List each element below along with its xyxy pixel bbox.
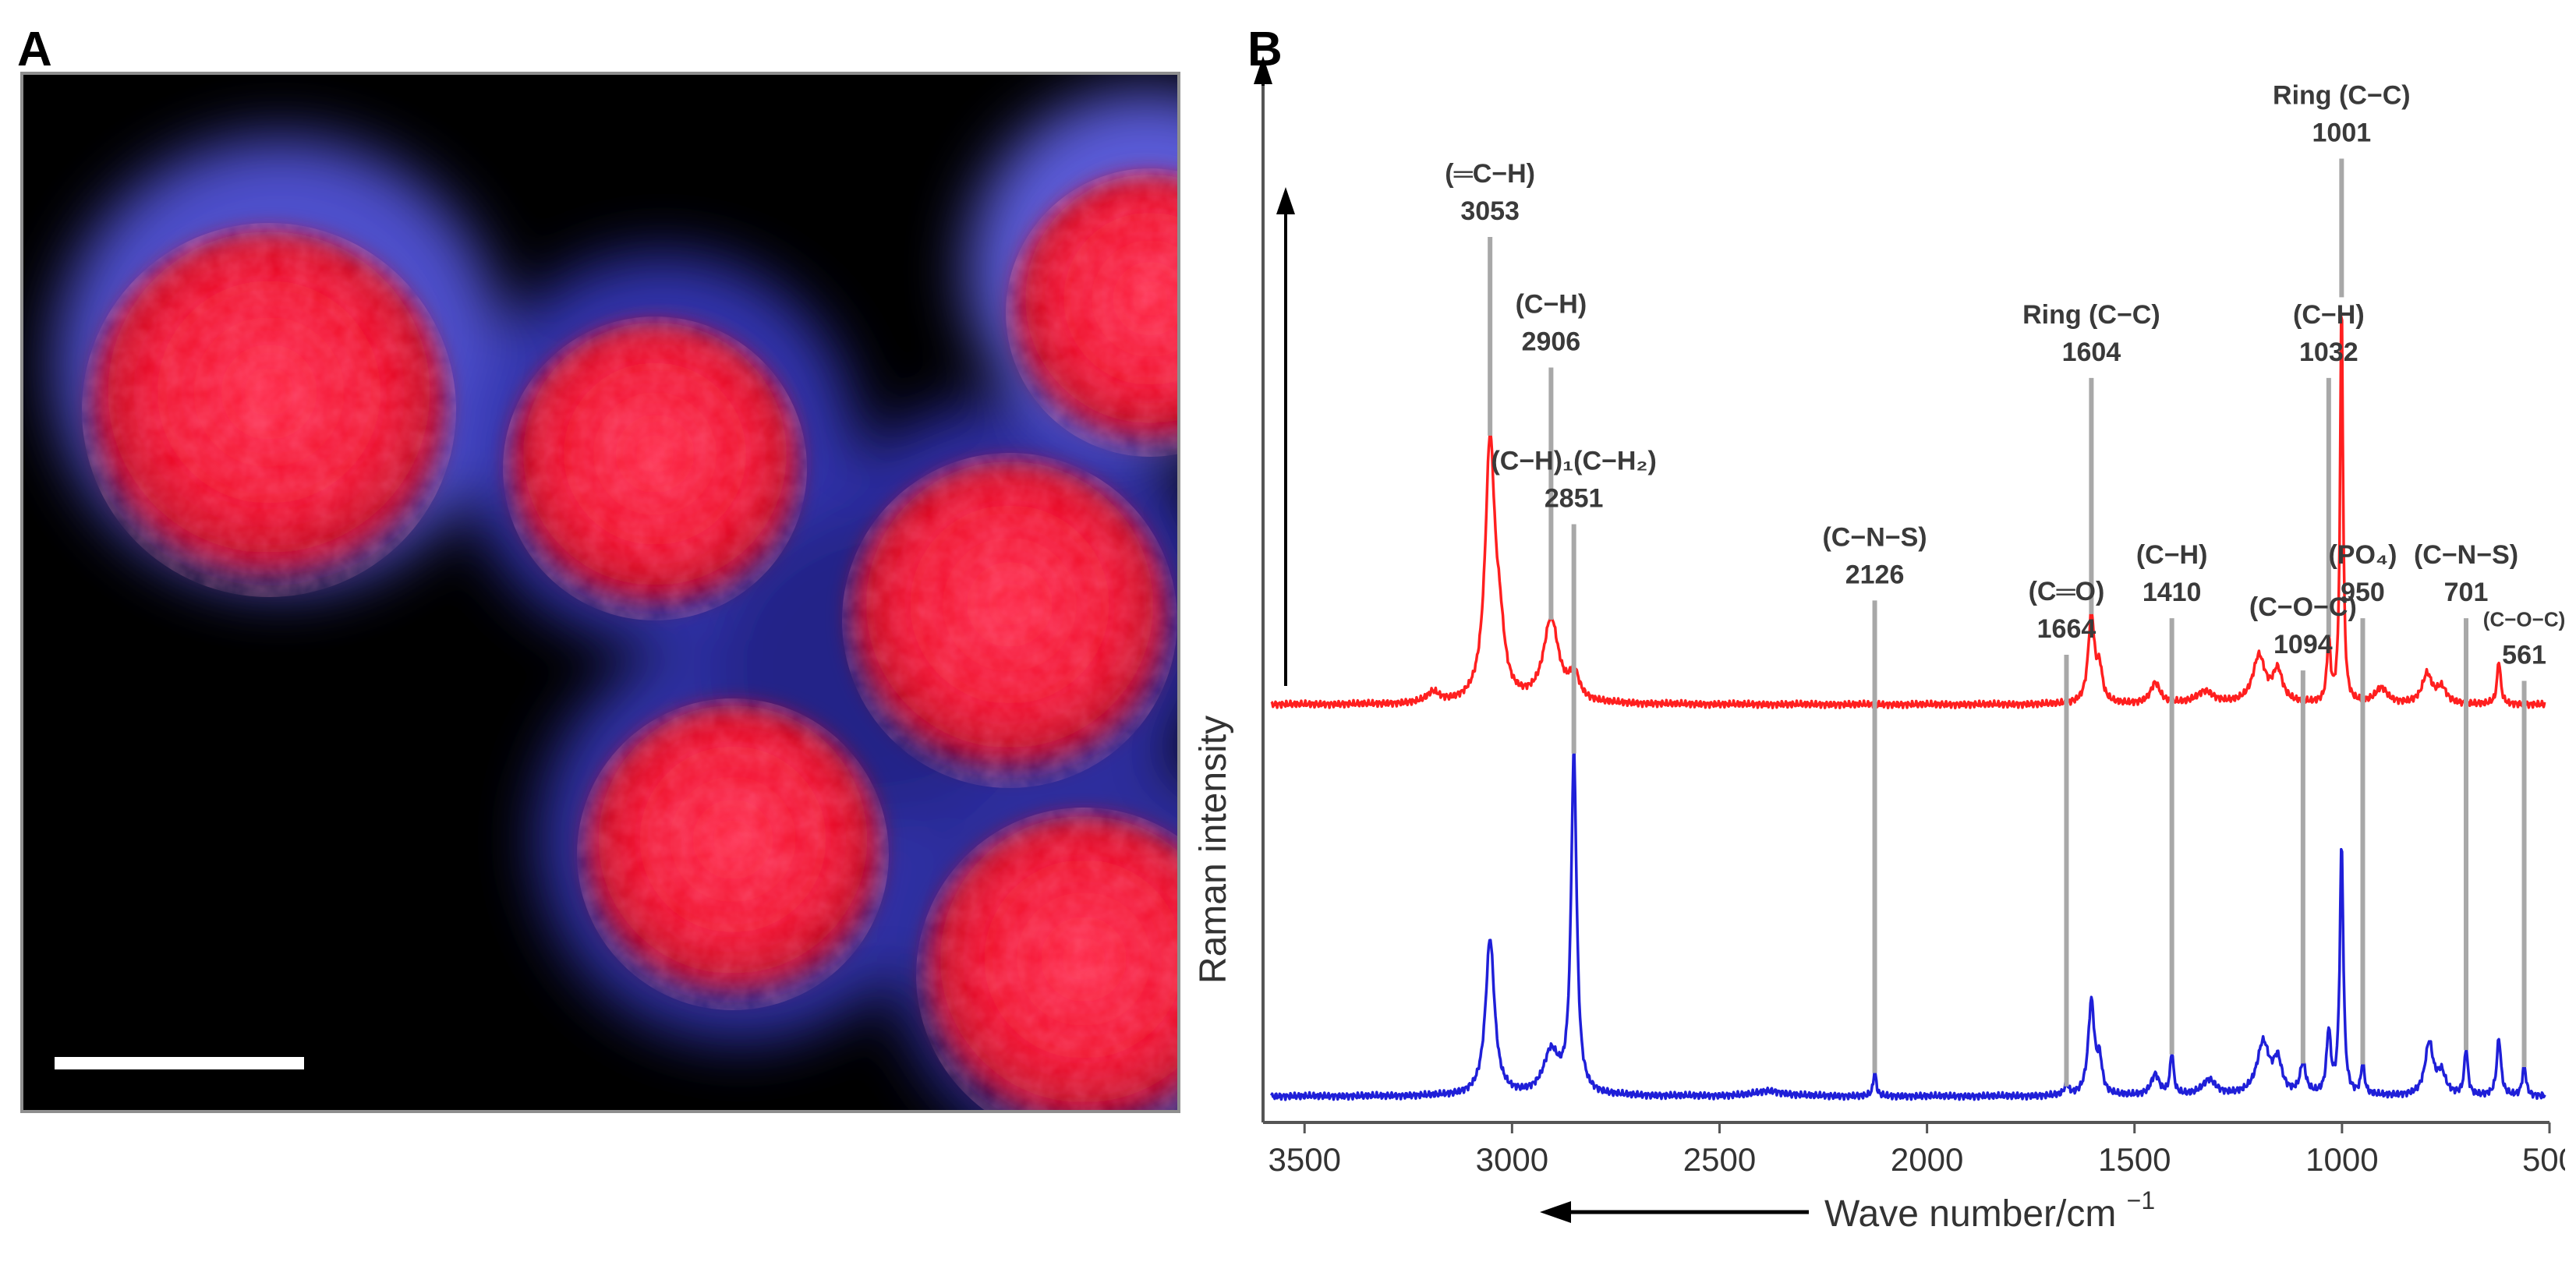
intensity-arrowhead (1276, 187, 1295, 214)
x-axis-label-text: Wave number/cm (1824, 1193, 2116, 1235)
peak-group-label: (C−N−S) (2414, 540, 2518, 570)
fluorescence-micrograph (20, 72, 1180, 1113)
peak-wavenumber-label: 1001 (2312, 118, 2372, 148)
x-axis-label: Wave number/cm −1 (1824, 1186, 2155, 1235)
peak-group-label: (C−H) (2293, 300, 2365, 330)
spectrum-line-1 (1270, 315, 2546, 710)
peak-group-label: Ring (C−C) (2022, 300, 2160, 330)
spectrum-line-2 (1270, 751, 2546, 1101)
peak-wavenumber-label: 561 (2502, 641, 2546, 670)
x-tick-label: 2500 (1683, 1141, 1756, 1178)
peak-group-label: (PO₄) (2328, 540, 2397, 570)
y-axis-arrowhead (1254, 56, 1272, 84)
wavenumber-arrowhead (1540, 1201, 1571, 1223)
peak-group-label: (C−H)₁(C−H₂) (1491, 447, 1656, 476)
chart-axes (1261, 70, 2549, 1124)
peak-wavenumber-label: 2126 (1845, 560, 1905, 589)
peak-wavenumber-label: 1604 (2062, 338, 2121, 367)
x-tick-label: 3000 (1476, 1141, 1548, 1178)
x-tick-label: 1500 (2098, 1141, 2171, 1178)
peak-group-label: (C−O−C) (2249, 592, 2357, 622)
x-tick-label: 2000 (1891, 1141, 1963, 1178)
peak-wavenumber-label: 1094 (2273, 630, 2333, 659)
peak-group-label: (C−O−C) (2483, 608, 2565, 631)
peak-group-label: (C−H) (2136, 540, 2208, 570)
peak-group-label: (═C−H) (1445, 159, 1535, 189)
peak-group-label: (C═O) (2029, 577, 2105, 606)
y-axis-label: Raman intensity (1193, 716, 1234, 984)
x-axis-label-superscript: −1 (2127, 1186, 2155, 1214)
peak-group-label: (C−N−S) (1822, 522, 1927, 552)
micrograph-image (23, 75, 1177, 1110)
raman-spectrum-chart: 3500 3000 2500 2000 1500 1000 500 (═C−H) 3053 (C… (1193, 56, 2565, 1235)
panel-label-a: A (17, 23, 52, 76)
peak-wavenumber-label: 3053 (1460, 196, 1520, 226)
spectra-lines (1270, 315, 2546, 1101)
scale-bar (55, 1057, 304, 1069)
x-tick-label: 3500 (1269, 1141, 1341, 1178)
peak-wavenumber-label: 1032 (2299, 338, 2358, 367)
peak-wavenumber-label: 1410 (2143, 578, 2202, 607)
peak-group-label: (C−H) (1516, 290, 1587, 320)
peak-wavenumber-label: 2851 (1545, 484, 1604, 514)
x-tick-label: 1000 (2305, 1141, 2378, 1178)
peak-wavenumber-label: 701 (2444, 578, 2489, 607)
peak-group-label: Ring (C−C) (2273, 81, 2411, 111)
axis-arrows (1254, 56, 1809, 1223)
x-tick-label: 500 (2522, 1141, 2565, 1178)
peak-wavenumber-label: 2906 (1522, 327, 1581, 357)
x-axis-ticks: 3500 3000 2500 2000 1500 1000 500 (1269, 1122, 2565, 1178)
peak-wavenumber-label: 950 (2341, 578, 2385, 607)
peak-annotations: (═C−H) 3053 (C−H) 2906 Ring (C−C) 1604 (C−H) 10… (1445, 81, 2565, 1087)
peak-wavenumber-label: 1664 (2037, 614, 2097, 644)
